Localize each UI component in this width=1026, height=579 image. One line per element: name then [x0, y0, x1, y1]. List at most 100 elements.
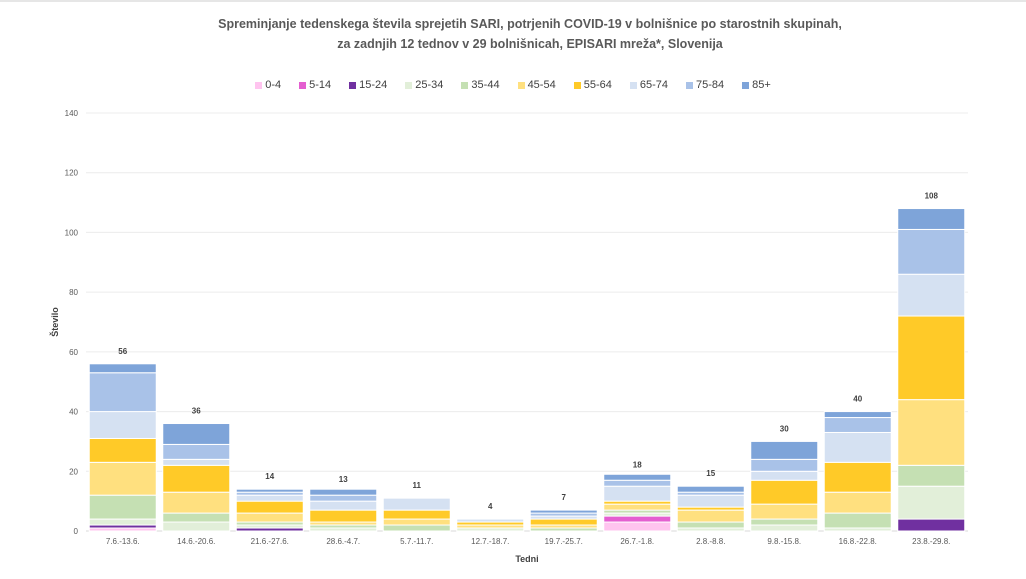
legend-swatch [405, 81, 413, 89]
x-tick-label: 26.7.-1.8. [620, 537, 654, 546]
x-tick-label: 21.6.-27.6. [251, 537, 289, 546]
bar-segment [88, 494, 157, 520]
x-tick-label: 12.7.-18.7. [471, 537, 509, 546]
bar-segment [235, 500, 304, 514]
x-tick-label: 23.8.-29.8. [912, 537, 950, 546]
chart-title-line2: za zadnjih 12 tednov v 29 bolnišnicah, E… [337, 37, 723, 51]
bar-segment [162, 423, 231, 445]
legend-swatch [742, 81, 750, 89]
bar-segment [750, 503, 819, 520]
bar-segment [750, 518, 819, 526]
legend-item: 45-54 [517, 79, 556, 91]
chart-legend: 0-4 5-14 15-24 25-34 35-44 45-54 55-64 65-74 75-… [0, 79, 1026, 91]
legend-item: 85+ [742, 79, 771, 91]
bar-segment [235, 494, 304, 502]
bar-segment [603, 503, 672, 511]
legend-item: 25-34 [405, 79, 443, 91]
x-axis-title: Tedni [515, 554, 538, 564]
bar-segment [897, 399, 966, 466]
bar-total-label: 15 [706, 469, 715, 478]
legend-item: 65-74 [629, 79, 668, 91]
legend-label: 45-54 [527, 79, 556, 91]
bar-segment [897, 228, 966, 275]
bar-segment [823, 411, 892, 419]
legend-swatch [573, 81, 581, 89]
bar-segment [676, 494, 745, 508]
chart-title: Spreminjanje tedenskega števila sprejeti… [90, 14, 970, 54]
bar-segment [823, 461, 892, 493]
bar-segment [676, 509, 745, 523]
bar-segment [750, 458, 819, 472]
bar-segment [88, 372, 157, 413]
bar-segment [162, 464, 231, 493]
bar-segment [823, 431, 892, 463]
bar-segment [676, 485, 745, 493]
legend-swatch [517, 81, 525, 89]
y-axis-title: Število [49, 307, 60, 337]
bar-segment [309, 509, 378, 523]
bar-total-label: 36 [192, 407, 201, 416]
y-tick-label: 20 [69, 467, 78, 476]
legend-label: 85+ [752, 79, 771, 91]
top-rule [0, 0, 1026, 2]
bar-total-label: 7 [562, 493, 567, 502]
bar-segment [897, 485, 966, 520]
legend-swatch [255, 81, 263, 89]
legend-label: 0-4 [265, 79, 282, 91]
bar-segment [750, 479, 819, 505]
bar-total-label: 108 [925, 192, 939, 201]
x-tick-label: 5.7.-11.7. [400, 537, 433, 546]
bar-segment [162, 512, 231, 523]
legend-label: 75-84 [695, 79, 725, 91]
legend-swatch [299, 81, 307, 89]
bar-segment [603, 473, 672, 481]
bar-segment [897, 315, 966, 401]
legend-item: 15-24 [349, 79, 387, 91]
x-tick-label: 19.7.-25.7. [545, 537, 583, 546]
y-tick-label: 80 [69, 288, 78, 297]
x-tick-label: 2.8.-8.8. [696, 537, 725, 546]
bar-segment [897, 518, 966, 532]
legend-label: 15-24 [359, 79, 388, 91]
legend-item: 75-84 [685, 79, 725, 91]
bar-total-label: 4 [488, 502, 493, 511]
y-tick-label: 0 [74, 527, 79, 536]
bar-segment [162, 491, 231, 514]
bar-segment [676, 521, 745, 529]
bar-segment [88, 437, 157, 463]
bar-segment [529, 518, 598, 526]
bar-segment [88, 411, 157, 439]
bar-segment [603, 515, 672, 523]
bar-total-label: 40 [853, 395, 862, 404]
bar-segment [88, 518, 157, 526]
x-tick-label: 14.6.-20.6. [177, 537, 215, 546]
bar-segment [382, 497, 451, 511]
bar-segment [897, 208, 966, 230]
bar-segment [750, 470, 819, 481]
bar-segment [382, 518, 451, 526]
bar-segment [162, 458, 231, 466]
legend-swatch [685, 81, 693, 89]
legend-item: 0-4 [255, 79, 281, 91]
bar-segment [603, 485, 672, 502]
bar-segment [88, 363, 157, 374]
bar-total-label: 18 [633, 460, 642, 469]
bar-segment [309, 494, 378, 502]
legend-label: 55-64 [583, 79, 612, 91]
y-tick-label: 140 [65, 109, 79, 118]
y-tick-label: 60 [69, 348, 78, 357]
bar-segment [750, 440, 819, 460]
bar-segment [750, 524, 819, 532]
legend-item: 5-14 [299, 79, 331, 91]
bar-segment [235, 488, 304, 493]
bar-segment [382, 524, 451, 532]
legend-label: 35-44 [471, 79, 500, 91]
legend-label: 5-14 [309, 79, 332, 91]
bar-segment [603, 521, 672, 532]
y-tick-label: 40 [69, 408, 78, 417]
bar-segment [162, 443, 231, 460]
bar-total-label: 11 [413, 481, 422, 490]
bar-segment [382, 509, 451, 520]
legend-label: 65-74 [639, 79, 668, 91]
